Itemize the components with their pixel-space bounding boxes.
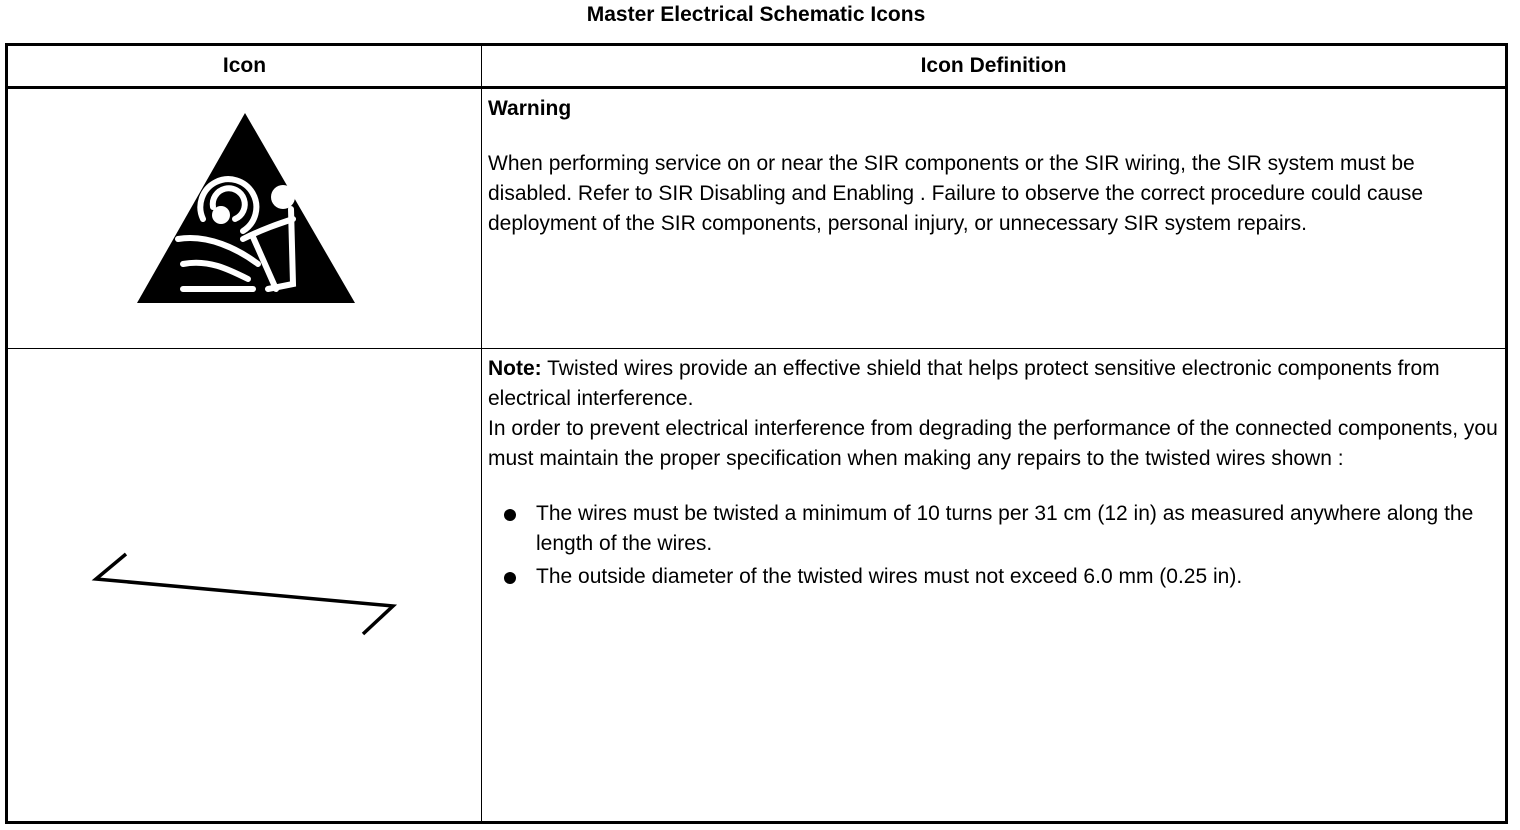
note-paragraph: Note: Twisted wires provide an effective… [488,354,1499,414]
note-label: Note: [488,357,542,380]
icon-cell [6,87,482,349]
table-row: Note: Twisted wires provide an effective… [6,348,1507,823]
list-item: The wires must be twisted a minimum of 1… [504,499,1499,559]
bullet-icon [504,572,516,584]
icon-table: Icon Icon Definition [5,43,1508,824]
twisted-wires-paragraph: In order to prevent electrical interfere… [488,417,1498,470]
list-item: The outside diameter of the twisted wire… [504,562,1499,592]
bullet-icon [504,509,516,521]
spec-list: The wires must be twisted a minimum of 1… [488,499,1499,592]
column-header-definition: Icon Definition [481,44,1507,89]
warning-text: When performing service on or near the S… [488,152,1424,235]
table-header-row: Icon Icon Definition [6,44,1507,89]
definition-cell: Warning When performing service on or ne… [481,87,1507,349]
sir-airbag-warning-triangle-icon [137,113,355,303]
table-row: Warning When performing service on or ne… [6,87,1507,349]
note-text: Twisted wires provide an effective shiel… [488,357,1440,410]
icon-cell [6,348,482,823]
column-header-icon: Icon [6,44,482,89]
list-item-text: The outside diameter of the twisted wire… [536,565,1243,588]
warning-heading: Warning [488,97,572,120]
definition-cell: Note: Twisted wires provide an effective… [481,348,1507,823]
twisted-wires-icon [91,552,398,636]
page-title: Master Electrical Schematic Icons [586,3,926,26]
list-item-text: The wires must be twisted a minimum of 1… [536,502,1474,555]
